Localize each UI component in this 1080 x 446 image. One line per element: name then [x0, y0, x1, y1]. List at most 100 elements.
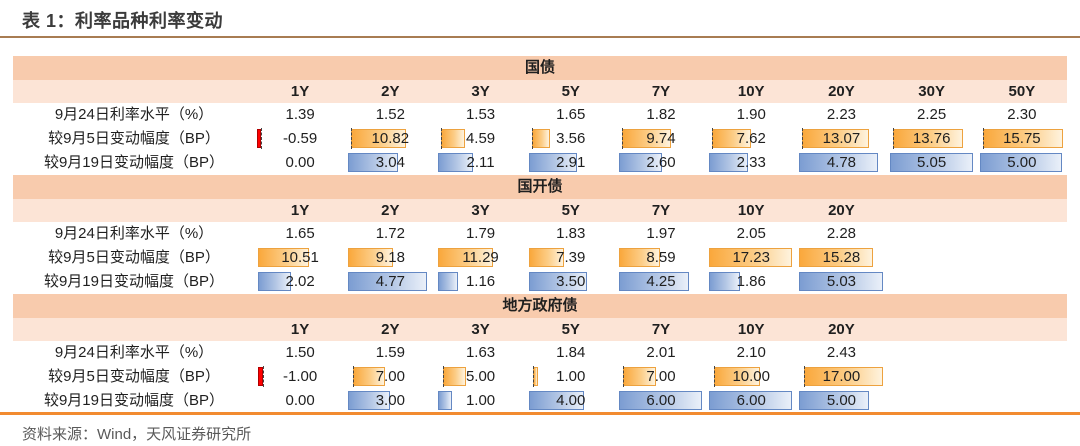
column-header-cell — [977, 318, 1067, 341]
value-cell: 2.43 — [826, 344, 857, 361]
column-header-cell: 7Y — [651, 321, 671, 338]
column-header-cell: 20Y — [828, 321, 855, 338]
axis-line — [443, 366, 445, 387]
value-cell — [977, 222, 1067, 246]
column-header-cell: 3Y — [471, 83, 490, 100]
value-cell: 4.78 — [796, 151, 886, 175]
bar-value: 5.03 — [826, 273, 857, 290]
bar-value: 3.00 — [375, 392, 405, 409]
data-bar — [438, 272, 458, 291]
value-cell: 2.10 — [736, 344, 766, 361]
value-cell: 1.79 — [465, 225, 496, 242]
bar-value: 7.00 — [375, 368, 405, 385]
value-cell: 1.83 — [556, 225, 586, 242]
bar-zone — [348, 153, 431, 172]
table-row: 较9月5日变动幅度（BP） -0.59 10.82 4.59 3.56 9.74 7.62 1… — [13, 127, 1067, 151]
column-header-cell: 2Y — [381, 83, 400, 100]
value-cell: 2.02 — [255, 270, 345, 294]
column-header-cell: 5Y — [561, 83, 580, 100]
bar-zone — [348, 272, 431, 291]
bar-zone — [528, 248, 612, 267]
value-cell: 2.30 — [1007, 106, 1037, 123]
column-header-cell: 7Y — [651, 202, 671, 219]
table-row: 9月24日利率水平（%） 1.65 1.72 1.79 1.83 1.97 2.05 2.28 — [13, 222, 1067, 246]
value-cell: 7.00 — [345, 365, 435, 389]
bar-value: 13.76 — [912, 130, 951, 147]
value-cell — [887, 246, 977, 270]
bar-zone — [799, 248, 882, 267]
bar-value: 2.91 — [556, 154, 586, 171]
bar-zone — [619, 128, 702, 149]
data-bar — [709, 248, 793, 267]
data-bar — [528, 248, 565, 267]
bar-zone — [619, 366, 702, 387]
value-cell: 1.65 — [285, 225, 315, 242]
value-cell: 2.23 — [826, 106, 857, 123]
data-bar — [438, 391, 453, 410]
value-cell: 7.00 — [616, 365, 706, 389]
bar-value: 1.00 — [465, 392, 496, 409]
bar-value: 6.00 — [736, 392, 766, 409]
row-label: 9月24日利率水平（%） — [54, 225, 214, 242]
data-bar — [528, 153, 577, 172]
value-cell: 4.77 — [345, 270, 435, 294]
table-row: 较9月19日变动幅度（BP） 0.00 3.04 2.11 2.91 2.60 2.33 4.… — [13, 151, 1067, 175]
value-cell: 10.00 — [706, 365, 796, 389]
data-bar — [618, 391, 703, 410]
value-cell: 1.82 — [646, 106, 676, 123]
axis-line — [441, 128, 443, 149]
value-cell: -0.59 — [255, 127, 345, 151]
column-header-cell: 1Y — [290, 83, 310, 100]
bar-value: -0.59 — [283, 130, 318, 147]
bar-zone — [709, 248, 793, 267]
bar-value: 17.00 — [822, 368, 861, 385]
value-cell: 4.00 — [526, 389, 616, 413]
value-cell: 1.16 — [435, 270, 525, 294]
data-bar — [799, 272, 883, 291]
axis-line — [352, 366, 354, 387]
column-header-cell: 30Y — [918, 83, 945, 100]
bar-zone — [438, 128, 521, 149]
value-cell: 0.00 — [255, 151, 345, 175]
bar-zone — [799, 366, 883, 387]
bar-value: 0.00 — [285, 392, 315, 409]
bar-zone — [438, 153, 521, 172]
column-header-cell: 2Y — [381, 202, 400, 219]
row-label: 较9月5日变动幅度（BP） — [48, 130, 220, 147]
value-cell: 1.63 — [465, 344, 496, 361]
data-bar — [348, 248, 393, 267]
bar-value: 6.00 — [646, 392, 676, 409]
bar-value: 5.00 — [1007, 154, 1037, 171]
bar-zone — [709, 366, 792, 387]
bar-value: -1.00 — [283, 368, 318, 385]
bar-value: 2.33 — [736, 154, 766, 171]
value-cell: 4.25 — [616, 270, 706, 294]
value-cell: 5.03 — [796, 270, 886, 294]
bar-zone — [709, 153, 792, 172]
value-cell: -1.00 — [255, 365, 345, 389]
bar-zone — [979, 153, 1063, 172]
row-label: 较9月5日变动幅度（BP） — [48, 249, 220, 266]
value-cell: 15.75 — [977, 127, 1067, 151]
column-header-cell: 20Y — [828, 202, 855, 219]
axis-line — [803, 366, 805, 387]
table-row: 9月24日利率水平（%） 1.50 1.59 1.63 1.84 2.01 2.10 2.43 — [13, 341, 1067, 365]
value-cell: 3.56 — [526, 127, 616, 151]
data-bar — [618, 248, 661, 267]
bar-zone — [618, 153, 702, 172]
column-header-cell — [977, 199, 1067, 222]
axis-line — [262, 366, 264, 387]
bar-zone — [889, 153, 973, 172]
data-bar — [348, 272, 428, 291]
value-cell: 7.39 — [526, 246, 616, 270]
value-cell: 1.53 — [465, 106, 496, 123]
section-header-label: 国开债 — [517, 178, 563, 195]
value-cell: 2.01 — [646, 344, 676, 361]
value-cell: 1.00 — [435, 389, 525, 413]
table-title: 表 1：利率品种利率变动 — [22, 11, 224, 31]
bar-zone — [438, 248, 521, 267]
bar-value: 11.29 — [462, 249, 499, 266]
bar-zone — [618, 391, 703, 410]
value-cell — [977, 389, 1067, 413]
value-cell: 2.25 — [917, 106, 947, 123]
